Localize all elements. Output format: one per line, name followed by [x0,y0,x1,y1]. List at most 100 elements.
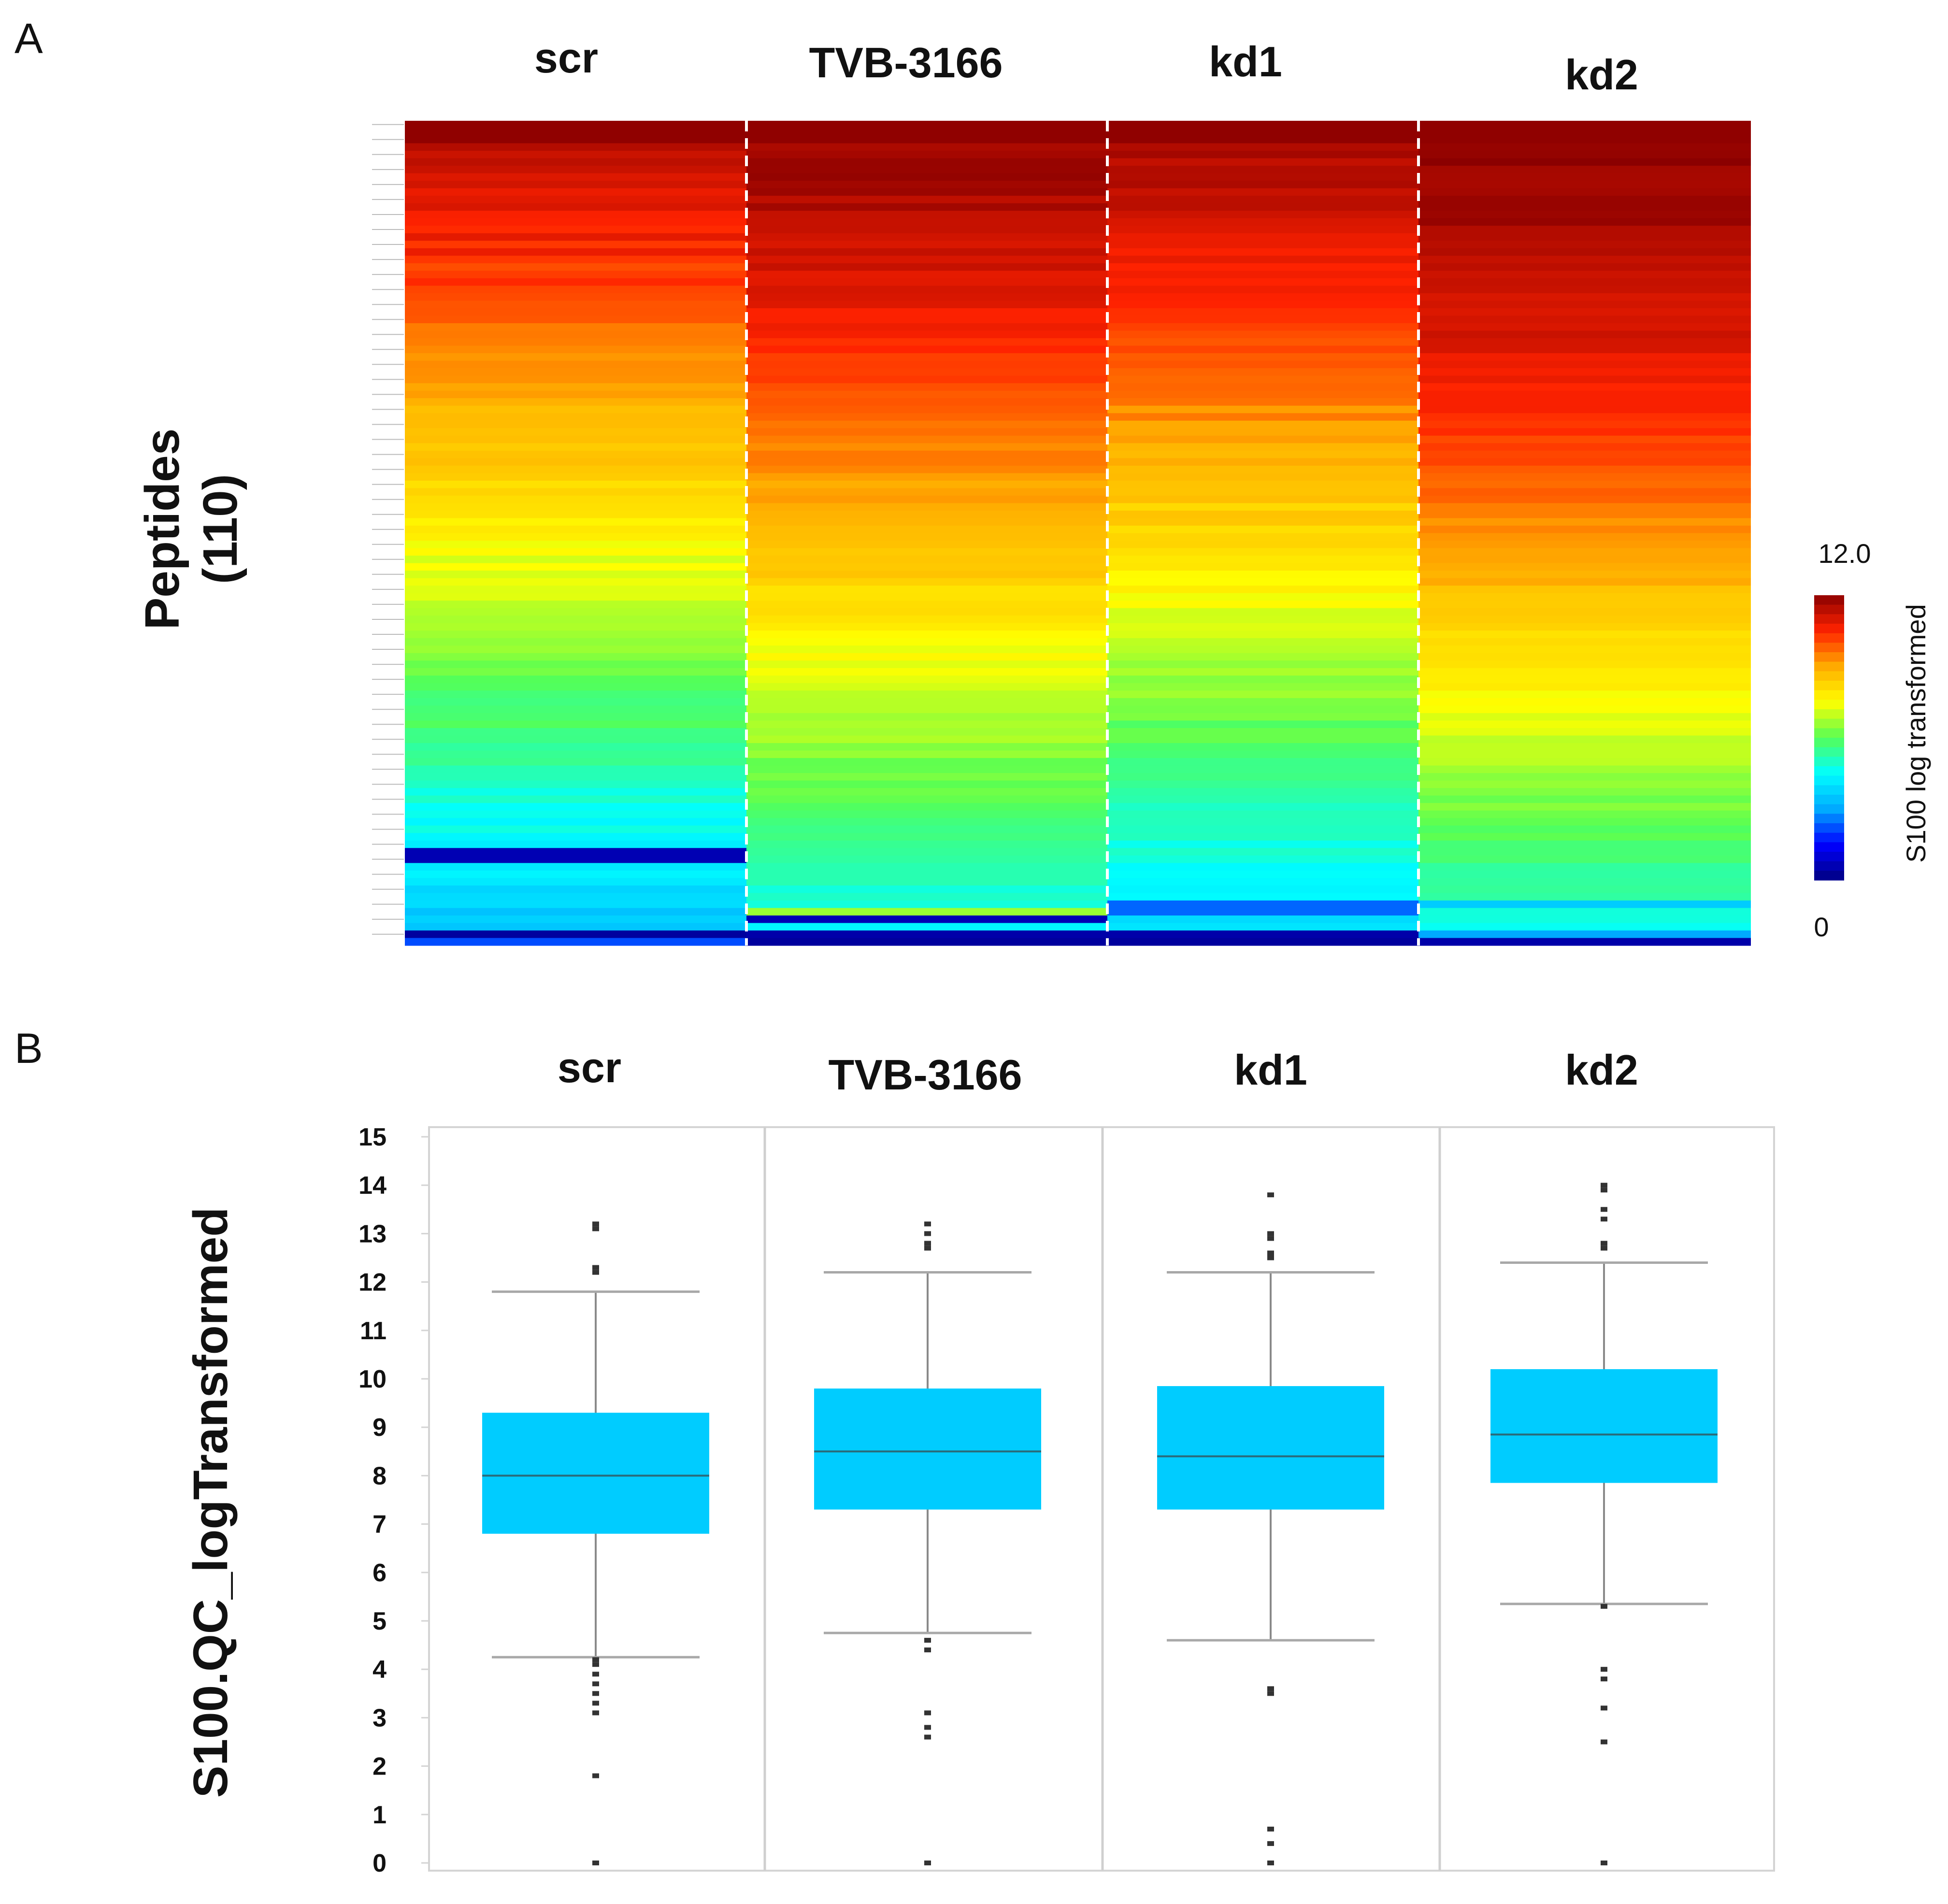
heatmap-y-label-line1: Peptides [135,429,189,630]
heatmap-cell [746,893,1107,901]
box-outlier [1601,1603,1607,1609]
heatmap-cell [405,188,746,196]
heatmap-cell [746,375,1107,384]
heatmap-cell [1107,233,1418,241]
box-outlier [592,1701,599,1706]
heatmap-cell [1107,825,1418,833]
heatmap-cell [405,728,746,736]
heatmap-cell [405,601,746,609]
y-tick-label: 4 [372,1656,387,1684]
heatmap-cell [1418,151,1751,159]
heatmap-cell [746,653,1107,661]
heatmap-cell [405,848,746,856]
heatmap-cell [1107,263,1418,271]
colorbar [1814,595,1844,881]
colorbar-segment [1814,643,1844,653]
heatmap-cell [1107,870,1418,878]
box-outlier [592,1221,599,1227]
heatmap-cell [746,211,1107,219]
boxplot-frame [428,1126,1775,1872]
heatmap-cell [746,308,1107,316]
heatmap-cell [1107,735,1418,744]
heatmap-cell [746,428,1107,436]
heatmap-cell [405,121,746,129]
heatmap-cell [746,705,1107,714]
y-tick-label: 13 [358,1220,387,1248]
heatmap-cell [1418,458,1751,466]
heatmap-cell [405,698,746,706]
heatmap-cell [1107,360,1418,369]
heatmap-cell [1418,616,1751,624]
heatmap-y-label: Peptides (110) [135,429,247,630]
heatmap-cell [1107,548,1418,556]
heatmap-cell [1107,915,1418,924]
heatmap-cell [1107,683,1418,691]
heatmap-cell [1418,495,1751,504]
heatmap-cell [746,878,1107,886]
heatmap-cell [1107,840,1418,848]
box-outlier [1267,1250,1274,1256]
heatmap-cell [1107,278,1418,286]
heatmap-cell [746,623,1107,631]
y-tick-label: 6 [372,1559,387,1587]
heatmap-cell [405,256,746,264]
colorbar-segment [1814,861,1844,871]
heatmap-cell [1107,143,1418,151]
box-outlier [924,1734,931,1740]
heatmap-cell [405,586,746,594]
heatmap-cell [1418,353,1751,361]
heatmap-cell [1418,728,1751,736]
box-outlier [924,1245,931,1251]
box-group-scr [482,1221,709,1865]
box-group-kd1 [1157,1192,1384,1865]
heatmap-cell [746,638,1107,646]
heatmap-cell [746,518,1107,526]
heatmap-cell [405,938,746,946]
heatmap-cell [1418,398,1751,406]
heatmap-cell [405,556,746,564]
heatmap-cell [405,435,746,444]
boxplot-col-label-scr: scr [558,1044,621,1091]
heatmap-cell [1418,443,1751,451]
heatmap-cell [1107,518,1418,526]
heatmap-cell [746,450,1107,458]
y-tick-label: 2 [372,1753,387,1781]
heatmap-cell [1107,128,1418,136]
heatmap-cell [1107,443,1418,451]
heatmap-cell [1107,878,1418,886]
heatmap-cell [1418,368,1751,376]
heatmap-cell [746,241,1107,249]
heatmap-cell [405,578,746,586]
heatmap-cell [1107,345,1418,354]
box-outlier [924,1647,931,1653]
heatmap-cell [405,286,746,294]
heatmap-cell [1418,541,1751,549]
heatmap-cell [405,541,746,549]
heatmap-cell [1107,211,1418,219]
heatmap-cell [746,218,1107,226]
heatmap-cell [746,480,1107,488]
heatmap-cell [1418,848,1751,856]
heatmap-cell [1418,360,1751,369]
box-outlier [924,1231,931,1236]
heatmap-cell [1418,488,1751,496]
heatmap-cell [746,660,1107,669]
heatmap-y-label-line2: (110) [193,474,247,584]
heatmap-cell [1418,203,1751,211]
heatmap-cell [1107,413,1418,421]
heatmap-cell [746,233,1107,241]
heatmap-cell [405,683,746,691]
heatmap-cell [1418,450,1751,458]
heatmap-cell [746,390,1107,399]
heatmap-cell [405,226,746,234]
heatmap-cell [1107,698,1418,706]
heatmap-col-label-kd1: kd1 [1209,38,1282,86]
heatmap-cell [746,128,1107,136]
heatmap-cell [746,510,1107,519]
heatmap-cell [1418,690,1751,699]
heatmap-cell [1107,833,1418,841]
colorbar-segment [1814,775,1844,786]
colorbar-segment [1814,709,1844,719]
heatmap-cell [405,173,746,181]
